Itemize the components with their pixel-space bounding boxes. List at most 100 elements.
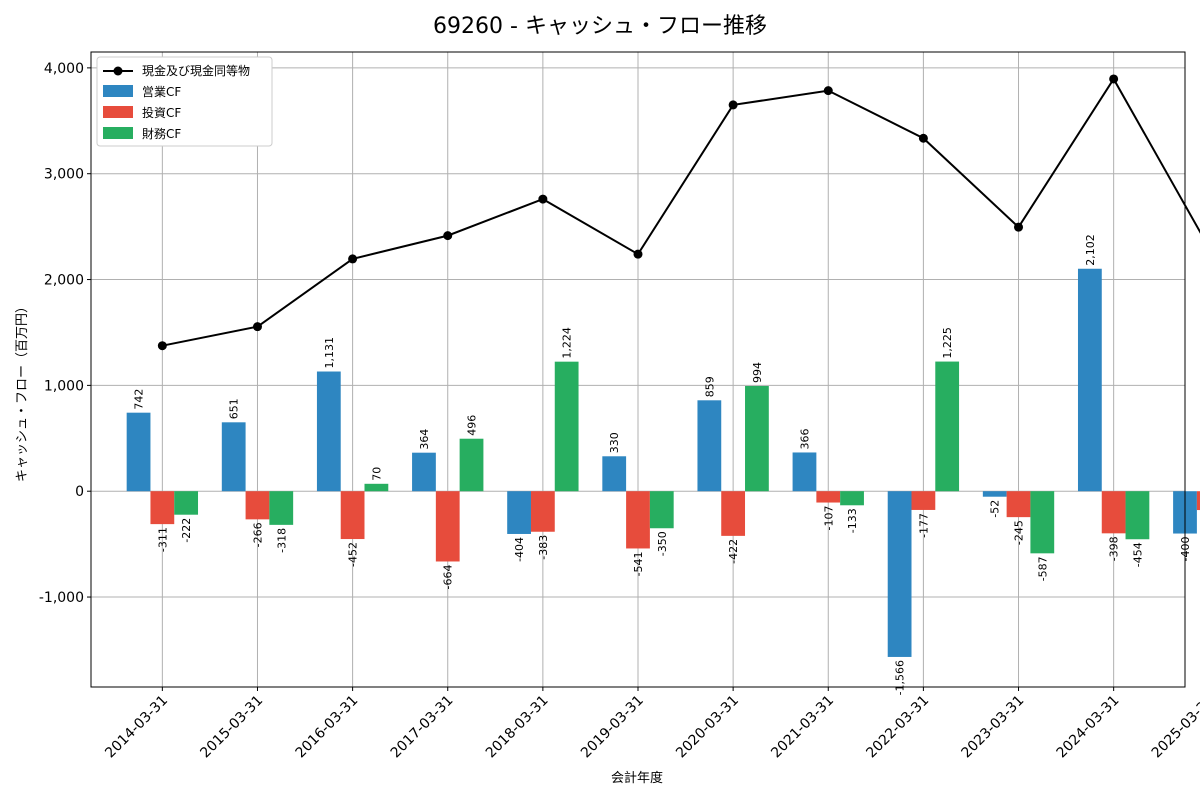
bar-operating	[602, 456, 627, 492]
bar-financing	[840, 491, 864, 506]
bar-investing	[435, 491, 460, 562]
legend-line-marker	[113, 66, 123, 76]
bar-operating	[697, 400, 722, 492]
axes: -1,000 0 1,000 2,000 3,000 4,000 2014-03-31 201…	[39, 51, 1200, 762]
cash-line-point	[918, 133, 928, 143]
bar-investing	[150, 491, 175, 525]
x-axis-label: 会計年度	[611, 770, 663, 786]
data-label: 1,224	[561, 327, 574, 359]
x-tick-label: 2014-03-31	[102, 693, 171, 762]
cash-line-point	[443, 231, 453, 241]
bar-financing	[459, 438, 484, 492]
x-tick-label: 2017-03-31	[388, 693, 457, 762]
data-label: -107	[822, 506, 835, 531]
data-label: 330	[608, 432, 621, 453]
bar-investing	[1006, 491, 1031, 518]
data-label: 2,102	[1084, 234, 1097, 266]
bar-financing	[745, 386, 769, 492]
bar-investing	[530, 491, 555, 532]
cash-line-point	[538, 194, 548, 204]
data-labels: 742 651 1,131 364 -404 330 859 366 -1,566 -52 2,10…	[133, 234, 1192, 695]
data-label: 366	[798, 428, 811, 449]
bar-investing	[1101, 491, 1126, 534]
data-label: 859	[703, 376, 716, 397]
legend-swatch	[103, 127, 133, 139]
bar-operating	[887, 491, 912, 657]
data-label: -383	[537, 535, 550, 560]
cash-line-point	[252, 322, 262, 332]
bars	[126, 268, 1200, 657]
x-tick-label: 2024-03-31	[1054, 693, 1123, 762]
cash-line-point	[728, 100, 738, 110]
x-tick-label: 2019-03-31	[578, 693, 647, 762]
y-tick-label: 0	[75, 484, 84, 500]
data-label: -350	[656, 531, 669, 556]
y-tick-label: -1,000	[39, 590, 84, 606]
cash-line-point	[823, 86, 833, 96]
data-label: 651	[228, 398, 241, 419]
data-label: -452	[347, 542, 360, 567]
data-label: -311	[156, 527, 169, 552]
bar-investing	[626, 491, 650, 549]
data-label: 496	[466, 415, 479, 436]
x-tick-label: 2020-03-31	[673, 693, 742, 762]
cash-line-point	[1014, 222, 1024, 232]
data-label: -454	[1131, 542, 1144, 567]
data-label: 1,225	[941, 327, 954, 359]
legend-label: 営業CF	[142, 85, 181, 99]
legend-label-cash: 現金及び現金同等物	[142, 63, 250, 78]
data-label: -133	[846, 508, 859, 533]
x-tick-label: 2021-03-31	[768, 693, 837, 762]
data-label: -398	[1108, 536, 1121, 561]
data-label: -587	[1036, 556, 1049, 581]
x-tick-label: 2018-03-31	[483, 693, 552, 762]
cash-line-point	[1109, 74, 1119, 84]
bar-financing	[269, 491, 294, 525]
legend-swatch	[103, 85, 133, 97]
bar-financing	[1125, 491, 1150, 540]
legend-swatch	[103, 106, 133, 118]
bar-financing	[364, 483, 389, 492]
x-tick-label: 2023-03-31	[958, 693, 1027, 762]
x-tick-label: 2025-03-31	[1149, 693, 1200, 762]
bar-financing	[935, 361, 960, 492]
x-tick-label: 2015-03-31	[197, 693, 266, 762]
legend-label: 投資CF	[142, 105, 181, 120]
bar-investing	[245, 491, 270, 520]
data-label: -404	[513, 537, 526, 562]
y-tick-label: 1,000	[44, 378, 84, 394]
data-label: -664	[442, 564, 455, 589]
bar-investing	[1196, 491, 1200, 511]
data-label: -222	[180, 518, 193, 543]
bar-operating	[982, 491, 1007, 497]
bar-financing	[1030, 491, 1055, 554]
bar-investing	[911, 491, 936, 510]
data-label: -1,566	[894, 660, 907, 695]
bar-financing	[554, 361, 579, 492]
cash-line-point	[633, 249, 643, 259]
bar-operating	[1077, 268, 1102, 492]
x-tick-label: 2022-03-31	[863, 693, 932, 762]
data-label: 1,131	[323, 337, 336, 369]
data-label: -177	[917, 513, 930, 538]
grid	[91, 52, 1185, 687]
bar-operating	[316, 371, 341, 492]
data-label: -266	[251, 522, 264, 547]
bar-investing	[721, 491, 746, 536]
data-label: 742	[133, 389, 146, 410]
y-tick-label: 4,000	[44, 61, 84, 77]
bar-financing	[174, 491, 199, 515]
data-label: 364	[418, 429, 431, 450]
data-label: -52	[989, 500, 1002, 518]
chart-title: 69260 - キャッシュ・フロー推移	[433, 14, 767, 39]
legend-box	[96, 56, 273, 147]
cash-line-point	[348, 254, 358, 264]
bar-operating	[792, 452, 817, 492]
bar-financing	[649, 491, 674, 529]
cash-line-path	[162, 77, 1200, 347]
bar-operating	[412, 452, 436, 492]
y-axis-label: キャッシュ・フロー（百万円）	[15, 300, 30, 482]
x-tick-label: 2016-03-31	[293, 693, 362, 762]
